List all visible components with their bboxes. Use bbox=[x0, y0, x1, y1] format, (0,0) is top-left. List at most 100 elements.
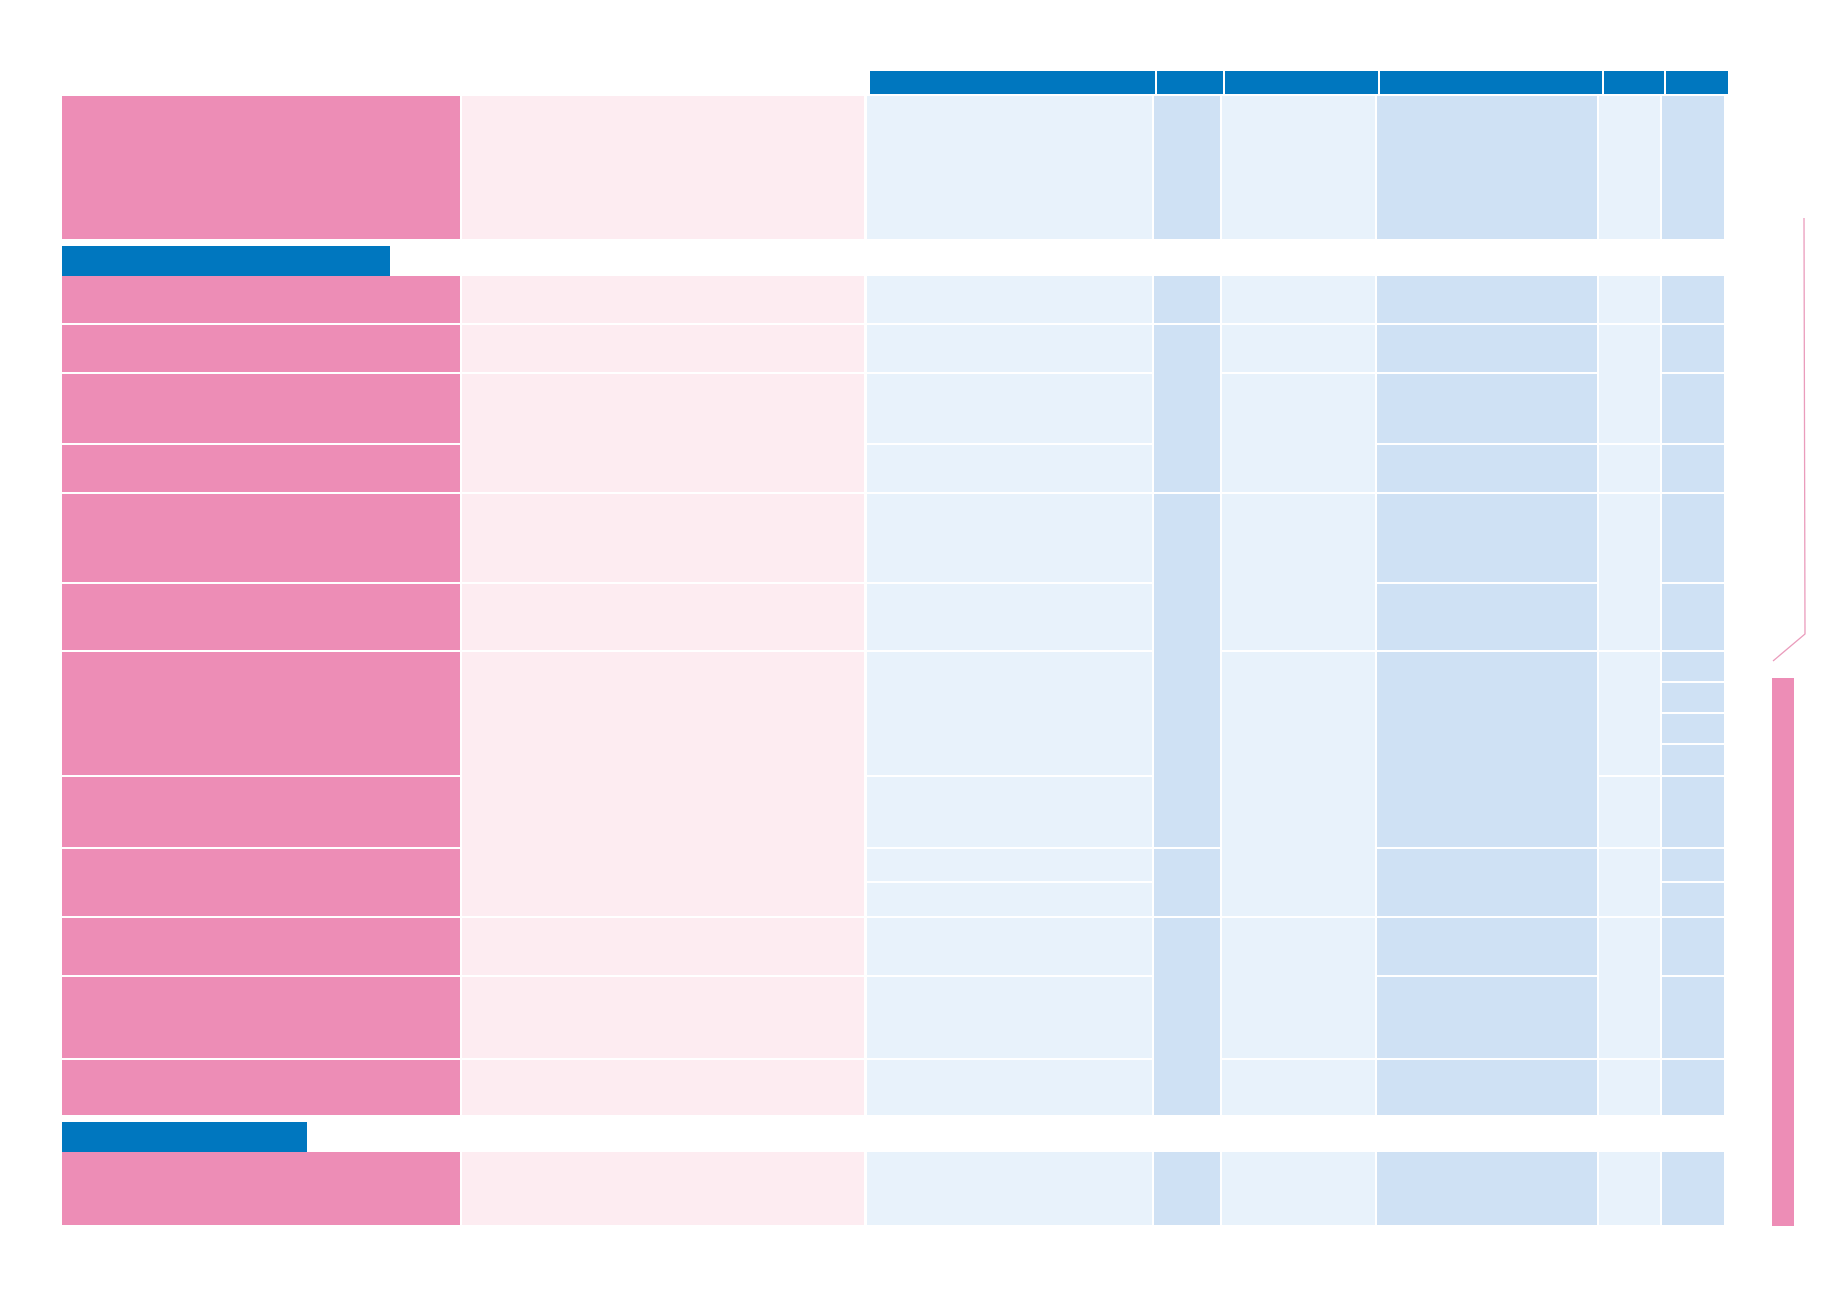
row-description-cell bbox=[462, 652, 864, 916]
table-cell bbox=[1377, 445, 1597, 492]
row-label-cell bbox=[62, 96, 460, 239]
table-cell bbox=[1662, 777, 1724, 847]
table-cell bbox=[867, 652, 1152, 775]
table-cell bbox=[1599, 445, 1660, 492]
table-cell bbox=[1222, 1152, 1375, 1225]
row-label-cell bbox=[62, 652, 460, 775]
table-cell bbox=[1599, 849, 1660, 916]
table-cell bbox=[1377, 1152, 1597, 1225]
column-header-2 bbox=[1157, 71, 1223, 94]
row-label-cell bbox=[62, 918, 460, 975]
table-cell bbox=[867, 494, 1152, 582]
table-cell bbox=[1377, 96, 1597, 239]
table-cell bbox=[867, 96, 1152, 239]
table-cell bbox=[1662, 494, 1724, 582]
table-cell bbox=[1377, 374, 1597, 443]
table-cell bbox=[1222, 276, 1375, 323]
table-cell bbox=[1222, 96, 1375, 239]
table-cell bbox=[1154, 1152, 1220, 1225]
table-cell bbox=[1599, 918, 1660, 1058]
table-cell bbox=[867, 918, 1152, 975]
table-cell bbox=[1599, 494, 1660, 650]
table-cell bbox=[1599, 1060, 1660, 1115]
row-label-cell bbox=[62, 777, 460, 847]
row-label-cell bbox=[62, 584, 460, 650]
table-cell bbox=[867, 883, 1152, 916]
table-cell bbox=[1377, 584, 1597, 650]
table-cell bbox=[1377, 1060, 1597, 1115]
section-header-bar bbox=[62, 246, 390, 276]
table-cell bbox=[1599, 325, 1660, 443]
table-cell bbox=[1154, 918, 1220, 1115]
table-cell bbox=[1662, 745, 1724, 775]
table-cell bbox=[1662, 652, 1724, 681]
table-cell bbox=[867, 445, 1152, 492]
column-header-5 bbox=[1604, 71, 1664, 94]
row-description-cell bbox=[462, 96, 864, 239]
bracket-line-path bbox=[1772, 217, 1806, 662]
row-label-cell bbox=[62, 1060, 460, 1115]
table-cell bbox=[1154, 849, 1220, 916]
table-cell bbox=[1599, 652, 1660, 775]
table-cell bbox=[1377, 276, 1597, 323]
column-header-6 bbox=[1666, 71, 1728, 94]
column-header-4 bbox=[1380, 71, 1602, 94]
table-cell bbox=[867, 584, 1152, 650]
table-cell bbox=[1662, 374, 1724, 443]
row-label-cell bbox=[62, 276, 460, 323]
table-cell bbox=[1662, 584, 1724, 650]
table-cell bbox=[1662, 325, 1724, 372]
table-cell bbox=[867, 374, 1152, 443]
table-cell bbox=[867, 777, 1152, 847]
table-cell bbox=[867, 325, 1152, 372]
row-description-cell bbox=[462, 374, 864, 492]
row-description-cell bbox=[462, 918, 864, 975]
table-cell bbox=[1599, 276, 1660, 323]
table-cell bbox=[1662, 276, 1724, 323]
table-cell bbox=[1222, 374, 1375, 492]
table-cell bbox=[1662, 445, 1724, 492]
table-cell bbox=[1154, 96, 1220, 239]
row-description-cell bbox=[462, 494, 864, 582]
table-cell bbox=[1377, 849, 1597, 916]
row-label-cell bbox=[62, 445, 460, 492]
table-cell bbox=[1377, 918, 1597, 975]
column-header-3 bbox=[1225, 71, 1378, 94]
table-cell bbox=[1599, 96, 1660, 239]
row-description-cell bbox=[462, 584, 864, 650]
side-bar bbox=[1772, 678, 1794, 1226]
section-header-bar bbox=[62, 1122, 307, 1152]
table-cell bbox=[1377, 977, 1597, 1058]
row-label-cell bbox=[62, 494, 460, 582]
row-label-cell bbox=[62, 374, 460, 443]
row-label-cell bbox=[62, 325, 460, 372]
table-cell bbox=[1377, 494, 1597, 582]
table-cell bbox=[867, 977, 1152, 1058]
table-cell bbox=[1222, 325, 1375, 372]
table-cell bbox=[1222, 1060, 1375, 1115]
table-cell bbox=[1662, 1060, 1724, 1115]
table-cell bbox=[1154, 276, 1220, 323]
table-cell bbox=[867, 276, 1152, 323]
table-cell bbox=[1377, 652, 1597, 847]
table-cell bbox=[1222, 652, 1375, 916]
table-cell bbox=[1599, 777, 1660, 847]
table-cell bbox=[1599, 1152, 1660, 1225]
row-label-cell bbox=[62, 977, 460, 1058]
table-cell bbox=[1154, 325, 1220, 492]
column-header-1 bbox=[870, 71, 1155, 94]
table-cell bbox=[867, 1060, 1152, 1115]
table-cell bbox=[1662, 714, 1724, 743]
row-description-cell bbox=[462, 276, 864, 323]
table-cell bbox=[1662, 1152, 1724, 1225]
table-cell bbox=[1662, 849, 1724, 881]
table-cell bbox=[1662, 683, 1724, 712]
row-description-cell bbox=[462, 1152, 864, 1225]
table-cell bbox=[1662, 883, 1724, 916]
row-label-cell bbox=[62, 1152, 460, 1225]
row-description-cell bbox=[462, 325, 864, 372]
table-cell bbox=[867, 1152, 1152, 1225]
row-description-cell bbox=[462, 1060, 864, 1115]
table-cell bbox=[1222, 918, 1375, 1058]
